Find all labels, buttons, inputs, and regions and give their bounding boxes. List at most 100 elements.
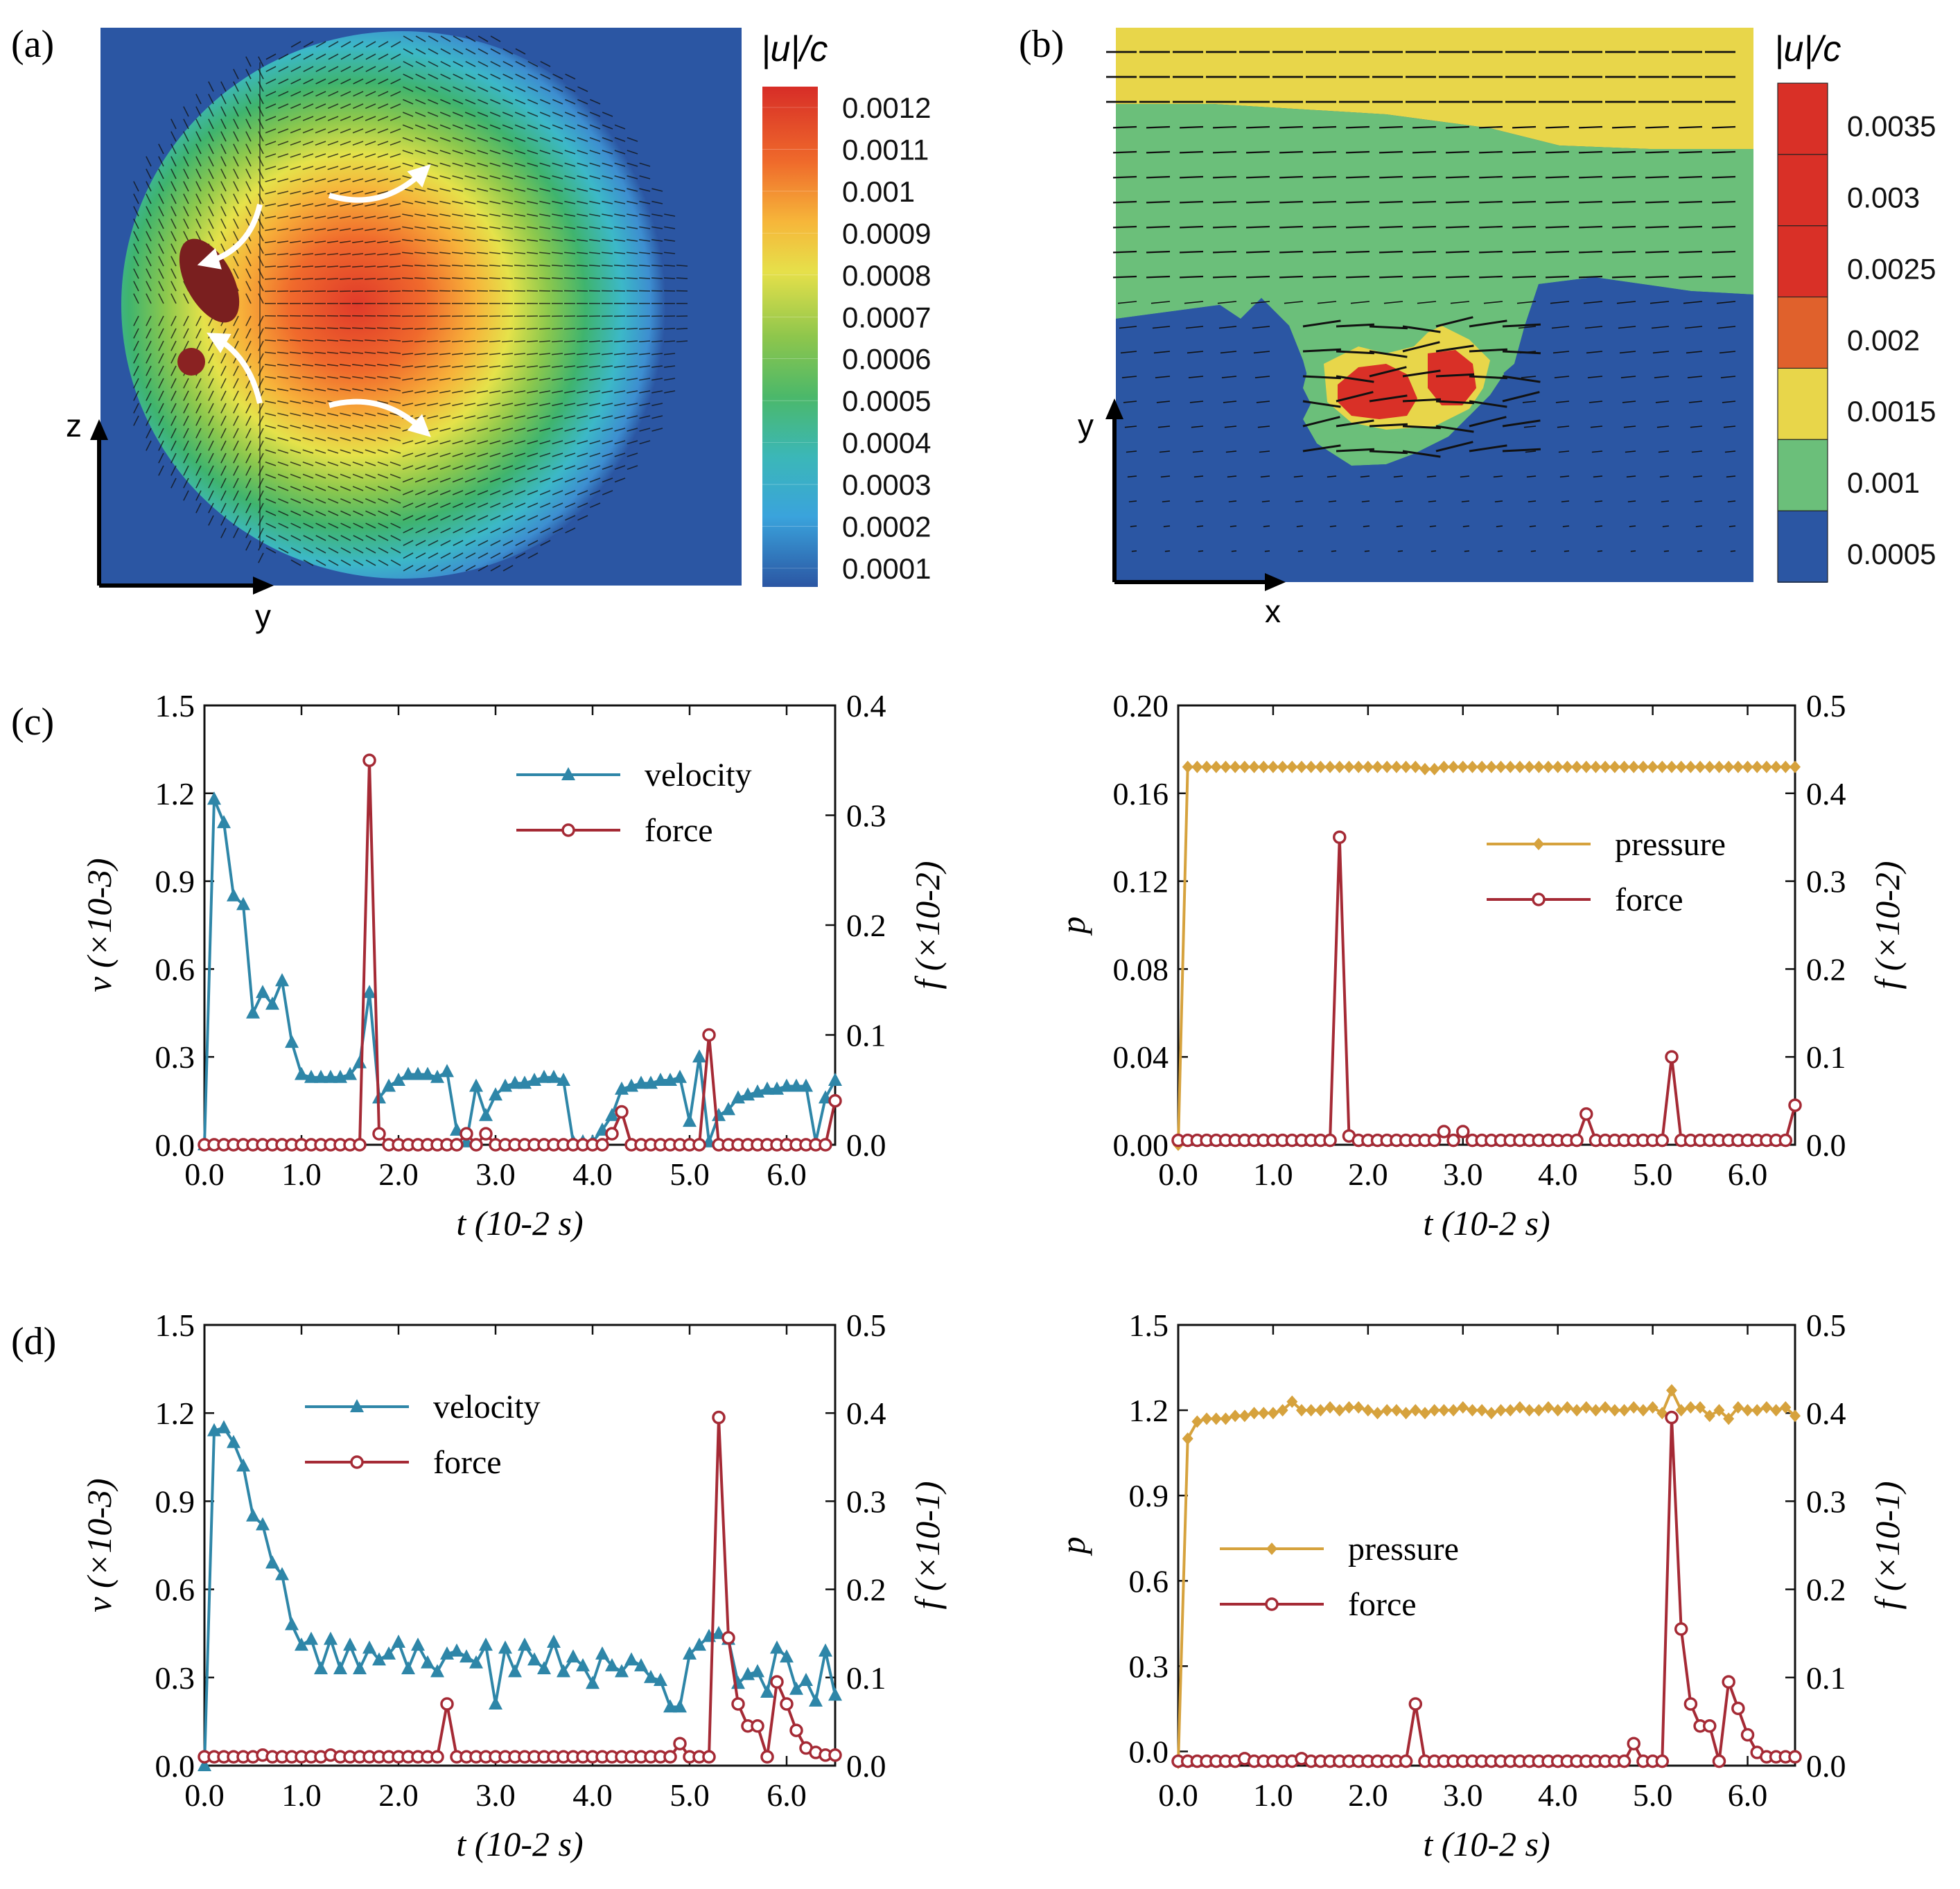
quiver-arrow	[1469, 319, 1507, 328]
data-point-velocity	[246, 1508, 260, 1522]
data-point-pressure	[1505, 760, 1516, 773]
axis-label-a-y: z	[66, 407, 82, 443]
quiver-arrow	[352, 449, 364, 454]
quiver-arrow	[233, 268, 239, 279]
quiver-arrow	[1162, 500, 1171, 502]
quiver-arrow	[1336, 350, 1375, 355]
quiver-arrow	[376, 265, 389, 268]
quiver-arrow	[390, 364, 401, 367]
quiver-arrow	[233, 415, 239, 426]
data-point-velocity	[760, 1081, 774, 1095]
quiver-arrow	[378, 535, 389, 541]
quiver-arrow	[315, 216, 326, 219]
quiver-arrow	[170, 378, 177, 389]
quiver-arrow	[378, 53, 389, 60]
quiver-arrow	[614, 239, 626, 242]
quiver-arrow	[1328, 500, 1337, 502]
quiver-arrow	[146, 415, 152, 426]
quiver-arrow	[627, 390, 638, 394]
quiver-arrow	[183, 106, 189, 117]
quiver-arrow	[489, 200, 501, 204]
quiver-arrow	[440, 527, 451, 534]
legend-label-velocity: velocity	[645, 757, 752, 793]
quiver-arrow	[290, 228, 301, 231]
quiver-arrow	[195, 156, 202, 167]
quiver-arrow	[390, 437, 401, 441]
quiver-arrow	[489, 440, 501, 445]
quiver-arrow	[614, 226, 626, 229]
quiver-arrow	[265, 425, 277, 429]
quiver-arrow	[265, 473, 277, 479]
quiver-arrow	[453, 527, 464, 534]
data-point-pressure	[1742, 760, 1753, 773]
quiver-arrow	[602, 390, 613, 394]
quiver-arrow	[365, 351, 376, 354]
quiver-arrow	[208, 131, 214, 142]
quiver-arrow	[1497, 550, 1503, 552]
quiver-arrow	[414, 502, 426, 509]
data-point-pressure	[1277, 1404, 1288, 1417]
quiver-arrow	[1369, 394, 1408, 403]
quiver-arrow	[565, 86, 576, 92]
quiver-arrow	[1518, 326, 1537, 329]
quiver-arrow	[402, 150, 414, 155]
quiver-arrow	[539, 137, 551, 142]
quiver-arrow	[158, 181, 164, 192]
quiver-arrow	[1164, 550, 1171, 552]
quiver-arrow	[564, 502, 576, 509]
quiver-arrow	[195, 477, 202, 489]
quiver-arrow	[220, 378, 227, 389]
quiver-arrow	[501, 340, 514, 343]
quiver-arrow	[1179, 275, 1204, 279]
quiver-arrow	[464, 365, 476, 368]
data-point-velocity	[207, 791, 221, 805]
quiver-arrow	[477, 353, 489, 355]
quiver-arrow	[290, 388, 301, 392]
quiver-arrow	[133, 378, 139, 389]
data-point-force	[1731, 1701, 1745, 1716]
quiver-arrow	[1717, 326, 1736, 329]
quiver-arrow	[303, 66, 314, 73]
quiver-arrow	[1545, 275, 1570, 279]
quiver-arrow	[414, 353, 426, 355]
y-right-tick-label: 0.3	[1806, 864, 1846, 899]
quiver-arrow	[220, 365, 227, 376]
quiver-arrow	[302, 400, 314, 404]
quiver-arrow	[352, 486, 364, 491]
x-tick-label: 2.0	[1348, 1157, 1388, 1192]
quiver-arrow	[1516, 301, 1537, 304]
quiver-arrow	[158, 415, 164, 426]
data-point-pressure	[1390, 1404, 1402, 1417]
quiver-arrow	[564, 200, 576, 204]
y-left-tick-label: 0.00	[1113, 1127, 1169, 1163]
quiver-arrow	[427, 252, 439, 254]
quiver-arrow	[146, 328, 152, 339]
data-point-pressure	[1685, 760, 1697, 773]
data-point-pressure	[1239, 1409, 1250, 1423]
quiver-arrow	[277, 253, 289, 256]
quiver-arrow	[245, 340, 252, 351]
x-tick-label: 4.0	[572, 1157, 613, 1192]
quiver-arrow	[208, 465, 214, 476]
quiver-arrow	[265, 103, 277, 109]
data-point-force	[760, 1750, 774, 1764]
quiver-arrow	[1155, 376, 1171, 378]
quiver-arrow	[402, 226, 414, 229]
quiver-arrow	[564, 428, 576, 432]
data-point-pressure	[1713, 1404, 1725, 1417]
data-point-pressure	[1723, 760, 1735, 773]
quiver-arrow	[195, 131, 202, 142]
quiver-arrow	[327, 425, 339, 429]
quiver-arrow	[526, 277, 539, 279]
quiver-arrow	[1189, 401, 1204, 403]
quiver-arrow	[502, 73, 514, 80]
quiver-arrow	[614, 124, 626, 130]
quiver-arrow	[158, 168, 164, 179]
quiver-arrow	[1462, 525, 1470, 527]
quiver-arrow	[1257, 425, 1270, 428]
quiver-arrow	[158, 453, 164, 464]
quiver-arrow	[158, 315, 164, 326]
data-point-pressure	[1476, 760, 1488, 773]
quiver-arrow	[277, 265, 289, 268]
